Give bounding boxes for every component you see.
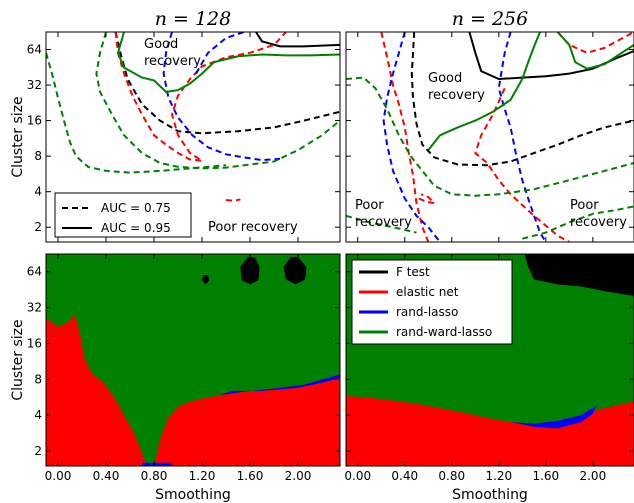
region-rand-lasso [142,462,172,466]
contour-rand-lasso-auc-075 [195,32,245,75]
y-tick-label: 4 [34,408,42,422]
y-tick-label: 8 [34,372,42,386]
contour-f-test-auc-075 [114,32,340,135]
region-f-test [240,257,260,285]
x-tick-label: 1.20 [485,469,512,483]
region-elastic-net [46,314,148,466]
contour-f-test-auc-095 [255,32,340,48]
region-elastic-net [346,396,634,466]
contour-panel-1-lines [46,32,340,202]
panel-frame [45,31,341,243]
contour-elastic-net-auc-075 [418,193,438,205]
x-tick-label: 0.80 [438,469,465,483]
x-tick-label: 0.80 [141,469,168,483]
contour-elastic-net-auc-075 [380,32,430,242]
annotation-good-recovery: Good [428,71,462,86]
contour-rand-ward-lasso-auc-075 [346,76,634,197]
y-tick-label: 64 [27,42,42,56]
annotation-poor-recovery: Poor [355,198,384,213]
annotation-poor-recovery: recovery [355,215,412,230]
annotation-good-recovery: recovery [144,54,201,69]
method-legend-label: F test [396,265,430,279]
x-tick-label: 0.00 [344,469,371,483]
contour-rand-ward-lasso-auc-075 [46,52,227,174]
region-panel-1-fills [46,254,340,466]
annotation-good-recovery: Good [144,37,178,52]
contour-elastic-net-auc-075 [556,32,634,54]
panel-frame [345,253,634,467]
x-axis-label: Smoothing [452,487,528,503]
region-rand-lasso [510,405,597,429]
contour-rand-ward-lasso-auc-075 [522,205,634,240]
contour-elastic-net-auc-075 [114,32,287,162]
y-tick-label: 16 [27,336,42,350]
region-f-test [202,275,210,285]
x-tick-label: 1.20 [189,469,216,483]
auc-legend-label: AUC = 0.95 [101,221,171,235]
y-tick-label: 16 [27,114,42,128]
region-elastic-net [154,374,340,466]
region-f-test [524,254,634,296]
y-axis-label: Cluster size [10,96,26,177]
x-tick-label: 1.60 [237,469,264,483]
contour-f-test-auc-095 [468,32,634,81]
panel-title: n = 128 [155,8,232,30]
y-tick-label: 4 [34,185,42,199]
auc-legend-box [54,192,192,238]
contour-rand-ward-lasso-auc-095 [427,32,541,151]
contour-rand-lasso-auc-075 [162,32,281,162]
y-tick-label: 2 [34,220,42,234]
x-tick-label: 1.60 [532,469,559,483]
y-tick-label: 8 [34,149,42,163]
x-tick-label: 0.40 [93,469,120,483]
panel-frame [45,253,341,467]
y-tick-label: 64 [27,265,42,279]
contour-rand-lasso-auc-075 [382,32,441,242]
x-tick-label: 0.40 [391,469,418,483]
y-axis-label: Cluster size [10,319,26,400]
contour-rand-ward-lasso-auc-095 [556,32,634,70]
y-tick-label: 32 [27,301,42,315]
annotation-good-recovery: recovery [428,88,485,103]
x-tick-label: 0.00 [45,469,72,483]
method-legend-label: rand-lasso [396,305,458,319]
y-tick-label: 2 [34,444,42,458]
region-f-test [283,257,307,285]
contour-elastic-net-auc-075 [225,198,241,202]
contour-rand-ward-lasso-auc-075 [95,32,340,170]
method-legend-box [351,259,513,345]
contour-rand-ward-lasso-auc-075 [346,214,417,234]
y-tick-label: 32 [27,78,42,92]
panel-title: n = 256 [452,8,529,30]
x-tick-label: 2.00 [285,469,312,483]
annotation-poor-recovery: Poor [570,198,599,213]
contour-f-test-auc-075 [410,32,634,167]
annotation-poor-recovery: recovery [570,215,627,230]
annotation-poor-recovery: Poor recovery [208,220,298,235]
contour-elastic-net-auc-075 [474,87,570,242]
region-rand-lasso [220,374,340,396]
method-legend-label: rand-ward-lasso [396,325,492,339]
contour-panel-2-lines [346,32,634,242]
auc-legend-label: AUC = 0.75 [101,201,171,215]
method-legend-label: elastic net [396,285,459,299]
panel-frame [345,31,634,243]
contour-rand-ward-lasso-auc-095 [116,32,340,93]
x-tick-label: 2.00 [579,469,606,483]
contour-rand-lasso-auc-075 [497,32,547,242]
x-axis-label: Smoothing [155,487,231,503]
